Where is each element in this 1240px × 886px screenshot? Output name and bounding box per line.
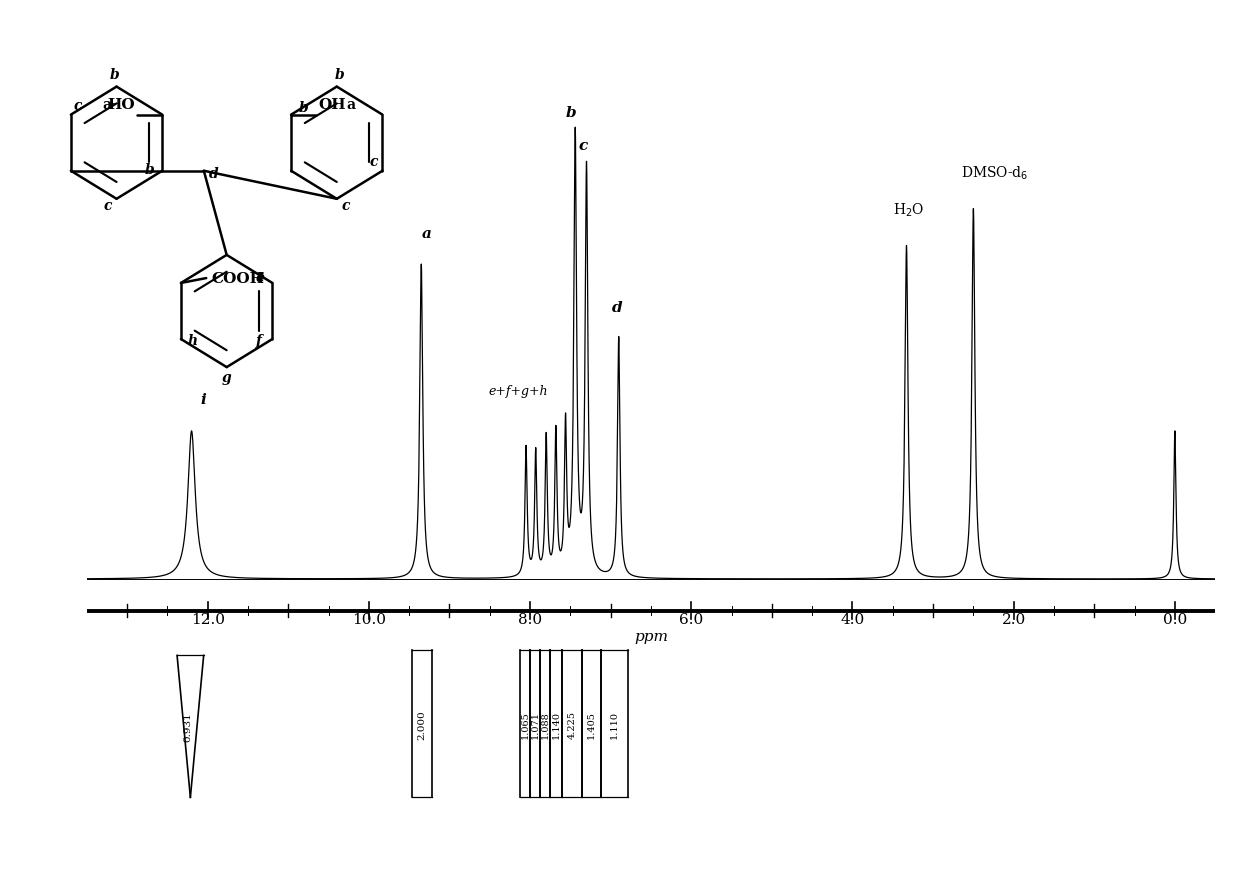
Text: e+f+g+h: e+f+g+h xyxy=(489,385,548,398)
Text: b: b xyxy=(299,101,309,114)
Text: H$_2$O: H$_2$O xyxy=(893,201,924,219)
Text: e: e xyxy=(255,270,264,284)
Text: b: b xyxy=(565,106,577,120)
Text: 1.405: 1.405 xyxy=(587,710,596,738)
Text: a: a xyxy=(422,226,432,240)
Text: HO: HO xyxy=(107,97,135,112)
Text: d: d xyxy=(611,300,622,315)
X-axis label: ppm: ppm xyxy=(634,629,668,643)
Text: c: c xyxy=(342,198,350,213)
Text: 1.088: 1.088 xyxy=(541,710,549,738)
Text: b: b xyxy=(145,163,154,177)
Text: 1.140: 1.140 xyxy=(552,710,560,738)
Text: g: g xyxy=(222,370,232,385)
Text: h: h xyxy=(187,333,197,347)
Text: COOH: COOH xyxy=(212,272,264,286)
Text: b: b xyxy=(335,67,343,82)
Text: OH: OH xyxy=(319,97,346,112)
Text: DMSO-d$_6$: DMSO-d$_6$ xyxy=(961,164,1029,182)
Text: f: f xyxy=(255,333,262,347)
Text: 4.225: 4.225 xyxy=(568,710,577,738)
Text: c: c xyxy=(579,138,588,152)
Text: 0.931: 0.931 xyxy=(184,711,192,742)
Text: i: i xyxy=(201,392,207,407)
Text: b: b xyxy=(109,67,119,82)
Text: i: i xyxy=(259,272,264,286)
Text: c: c xyxy=(103,198,112,213)
Text: c: c xyxy=(370,155,378,168)
Text: c: c xyxy=(73,98,82,113)
Text: 1.110: 1.110 xyxy=(610,710,619,738)
Text: d: d xyxy=(210,167,219,181)
Text: 1.071: 1.071 xyxy=(531,710,539,738)
Text: a: a xyxy=(346,97,356,112)
Text: 2.000: 2.000 xyxy=(417,709,427,739)
Text: 1.065: 1.065 xyxy=(521,710,529,738)
Text: a: a xyxy=(103,97,112,112)
